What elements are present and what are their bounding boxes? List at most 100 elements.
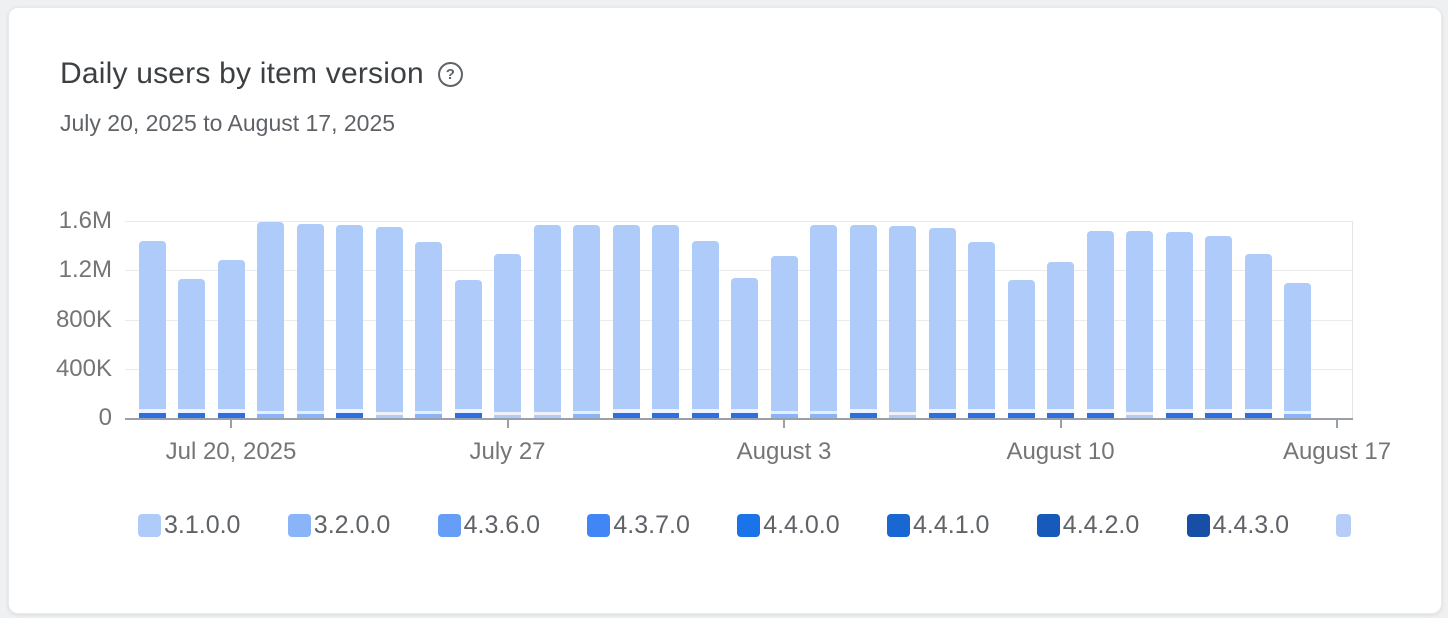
- bar-segment-accent: [1126, 411, 1153, 415]
- bar-segment-accent: [849, 412, 877, 418]
- bar-segment-accent: [1086, 408, 1114, 413]
- bar-segment-accent: [533, 411, 561, 415]
- bar-segment-accent: [257, 410, 284, 414]
- bar-segment-main: [1126, 230, 1153, 412]
- bar-segment-accent: [1244, 412, 1272, 418]
- gridline: [125, 270, 1352, 272]
- x-axis-tick: [1336, 420, 1338, 428]
- bar-segment-accent: [494, 414, 521, 418]
- bar-segment-accent: [889, 411, 916, 415]
- bar[interactable]: [691, 240, 719, 418]
- legend-swatch: [1186, 513, 1210, 537]
- legend-label: 4.4.2.0: [1062, 510, 1140, 539]
- bar-segment-main: [770, 255, 798, 411]
- y-axis-label: 800K: [55, 305, 112, 333]
- bar-segment-main: [1165, 232, 1193, 409]
- bar-segment-main: [533, 224, 561, 412]
- bar[interactable]: [296, 224, 324, 418]
- bar-segment-accent: [573, 410, 600, 414]
- bar-segment-accent: [454, 412, 482, 418]
- bar[interactable]: [1007, 280, 1035, 418]
- bar-segment-accent: [849, 408, 877, 413]
- bar-segment-main: [1086, 230, 1114, 409]
- bar-segment-accent: [691, 408, 719, 413]
- legend-swatch: [1036, 513, 1060, 537]
- bar[interactable]: [889, 225, 916, 418]
- bar-segment-accent: [810, 410, 837, 414]
- bar-segment-accent: [810, 413, 837, 418]
- legend-swatch: [1336, 513, 1352, 537]
- help-icon[interactable]: ?: [437, 61, 463, 87]
- legend-label: 4.4.0.0: [763, 510, 840, 539]
- bar[interactable]: [375, 226, 403, 418]
- bar-segment-accent: [731, 412, 758, 418]
- bar[interactable]: [415, 241, 442, 418]
- bar[interactable]: [731, 277, 758, 418]
- bar-segment-main: [612, 224, 640, 409]
- bar-segment-main: [415, 241, 442, 411]
- daily-users-card: [8, 7, 1442, 614]
- bar-segment-accent: [217, 412, 245, 418]
- bar-segment-accent: [336, 412, 363, 418]
- bar[interactable]: [810, 224, 837, 418]
- x-axis-line: [125, 418, 1353, 420]
- bar[interactable]: [454, 280, 482, 418]
- bar[interactable]: [1126, 230, 1153, 418]
- bar[interactable]: [533, 224, 561, 418]
- bar-segment-main: [573, 224, 600, 411]
- legend-label: 4.4.3.0: [1212, 510, 1290, 539]
- bar[interactable]: [573, 224, 600, 418]
- bar-segment-accent: [454, 408, 482, 413]
- bar[interactable]: [968, 241, 995, 418]
- legend-swatch: [138, 513, 161, 537]
- bar-segment-accent: [573, 413, 600, 418]
- legend-swatch: [437, 513, 461, 537]
- bar-segment-accent: [178, 408, 205, 413]
- bar-segment-accent: [1047, 412, 1074, 418]
- bar-segment-accent: [415, 410, 442, 414]
- bar-segment-main: [336, 224, 363, 409]
- bar[interactable]: [494, 254, 521, 418]
- bar[interactable]: [1205, 235, 1232, 418]
- bar[interactable]: [849, 224, 877, 418]
- bar-segment-accent: [1007, 408, 1035, 413]
- chart-title: Daily users by item version: [60, 57, 424, 90]
- bar-segment-accent: [968, 412, 995, 418]
- bar-segment-accent: [296, 413, 324, 418]
- bar[interactable]: [257, 222, 284, 418]
- bar-segment-accent: [770, 411, 798, 414]
- x-axis-label: July 27: [469, 438, 546, 465]
- bar-segment-accent: [928, 408, 956, 413]
- bar-segment-accent: [1126, 414, 1153, 418]
- bar-segment-main: [928, 228, 956, 409]
- bar-segment-accent: [612, 412, 640, 418]
- bar[interactable]: [336, 224, 363, 418]
- bar[interactable]: [138, 240, 166, 418]
- bar[interactable]: [1047, 261, 1074, 418]
- bar[interactable]: [770, 255, 798, 418]
- legend-swatch: [737, 513, 761, 537]
- bar-segment-accent: [968, 408, 995, 413]
- bar-segment-accent: [770, 414, 798, 418]
- legend-label: 3.1.0.0: [164, 510, 241, 539]
- bar[interactable]: [1165, 232, 1193, 418]
- x-axis-tick: [783, 420, 785, 428]
- bar[interactable]: [217, 260, 245, 418]
- bar[interactable]: [928, 228, 956, 418]
- bar[interactable]: [1244, 254, 1272, 418]
- bar-segment-main: [257, 222, 284, 411]
- bar-segment-main: [968, 241, 995, 409]
- bar-segment-accent: [652, 412, 679, 418]
- bar[interactable]: [178, 278, 205, 418]
- bar[interactable]: [652, 224, 679, 418]
- bar[interactable]: [612, 224, 640, 418]
- bar[interactable]: [1284, 282, 1311, 418]
- legend-item: 4.3.7.0: [587, 511, 690, 539]
- bar-segment-main: [494, 254, 521, 412]
- bar[interactable]: [1086, 230, 1114, 418]
- bar-segment-accent: [178, 412, 205, 418]
- bar-segment-main: [454, 280, 482, 409]
- bar-segment-accent: [296, 410, 324, 414]
- date-range-subtitle: July 20, 2025 to August 17, 2025: [60, 110, 396, 136]
